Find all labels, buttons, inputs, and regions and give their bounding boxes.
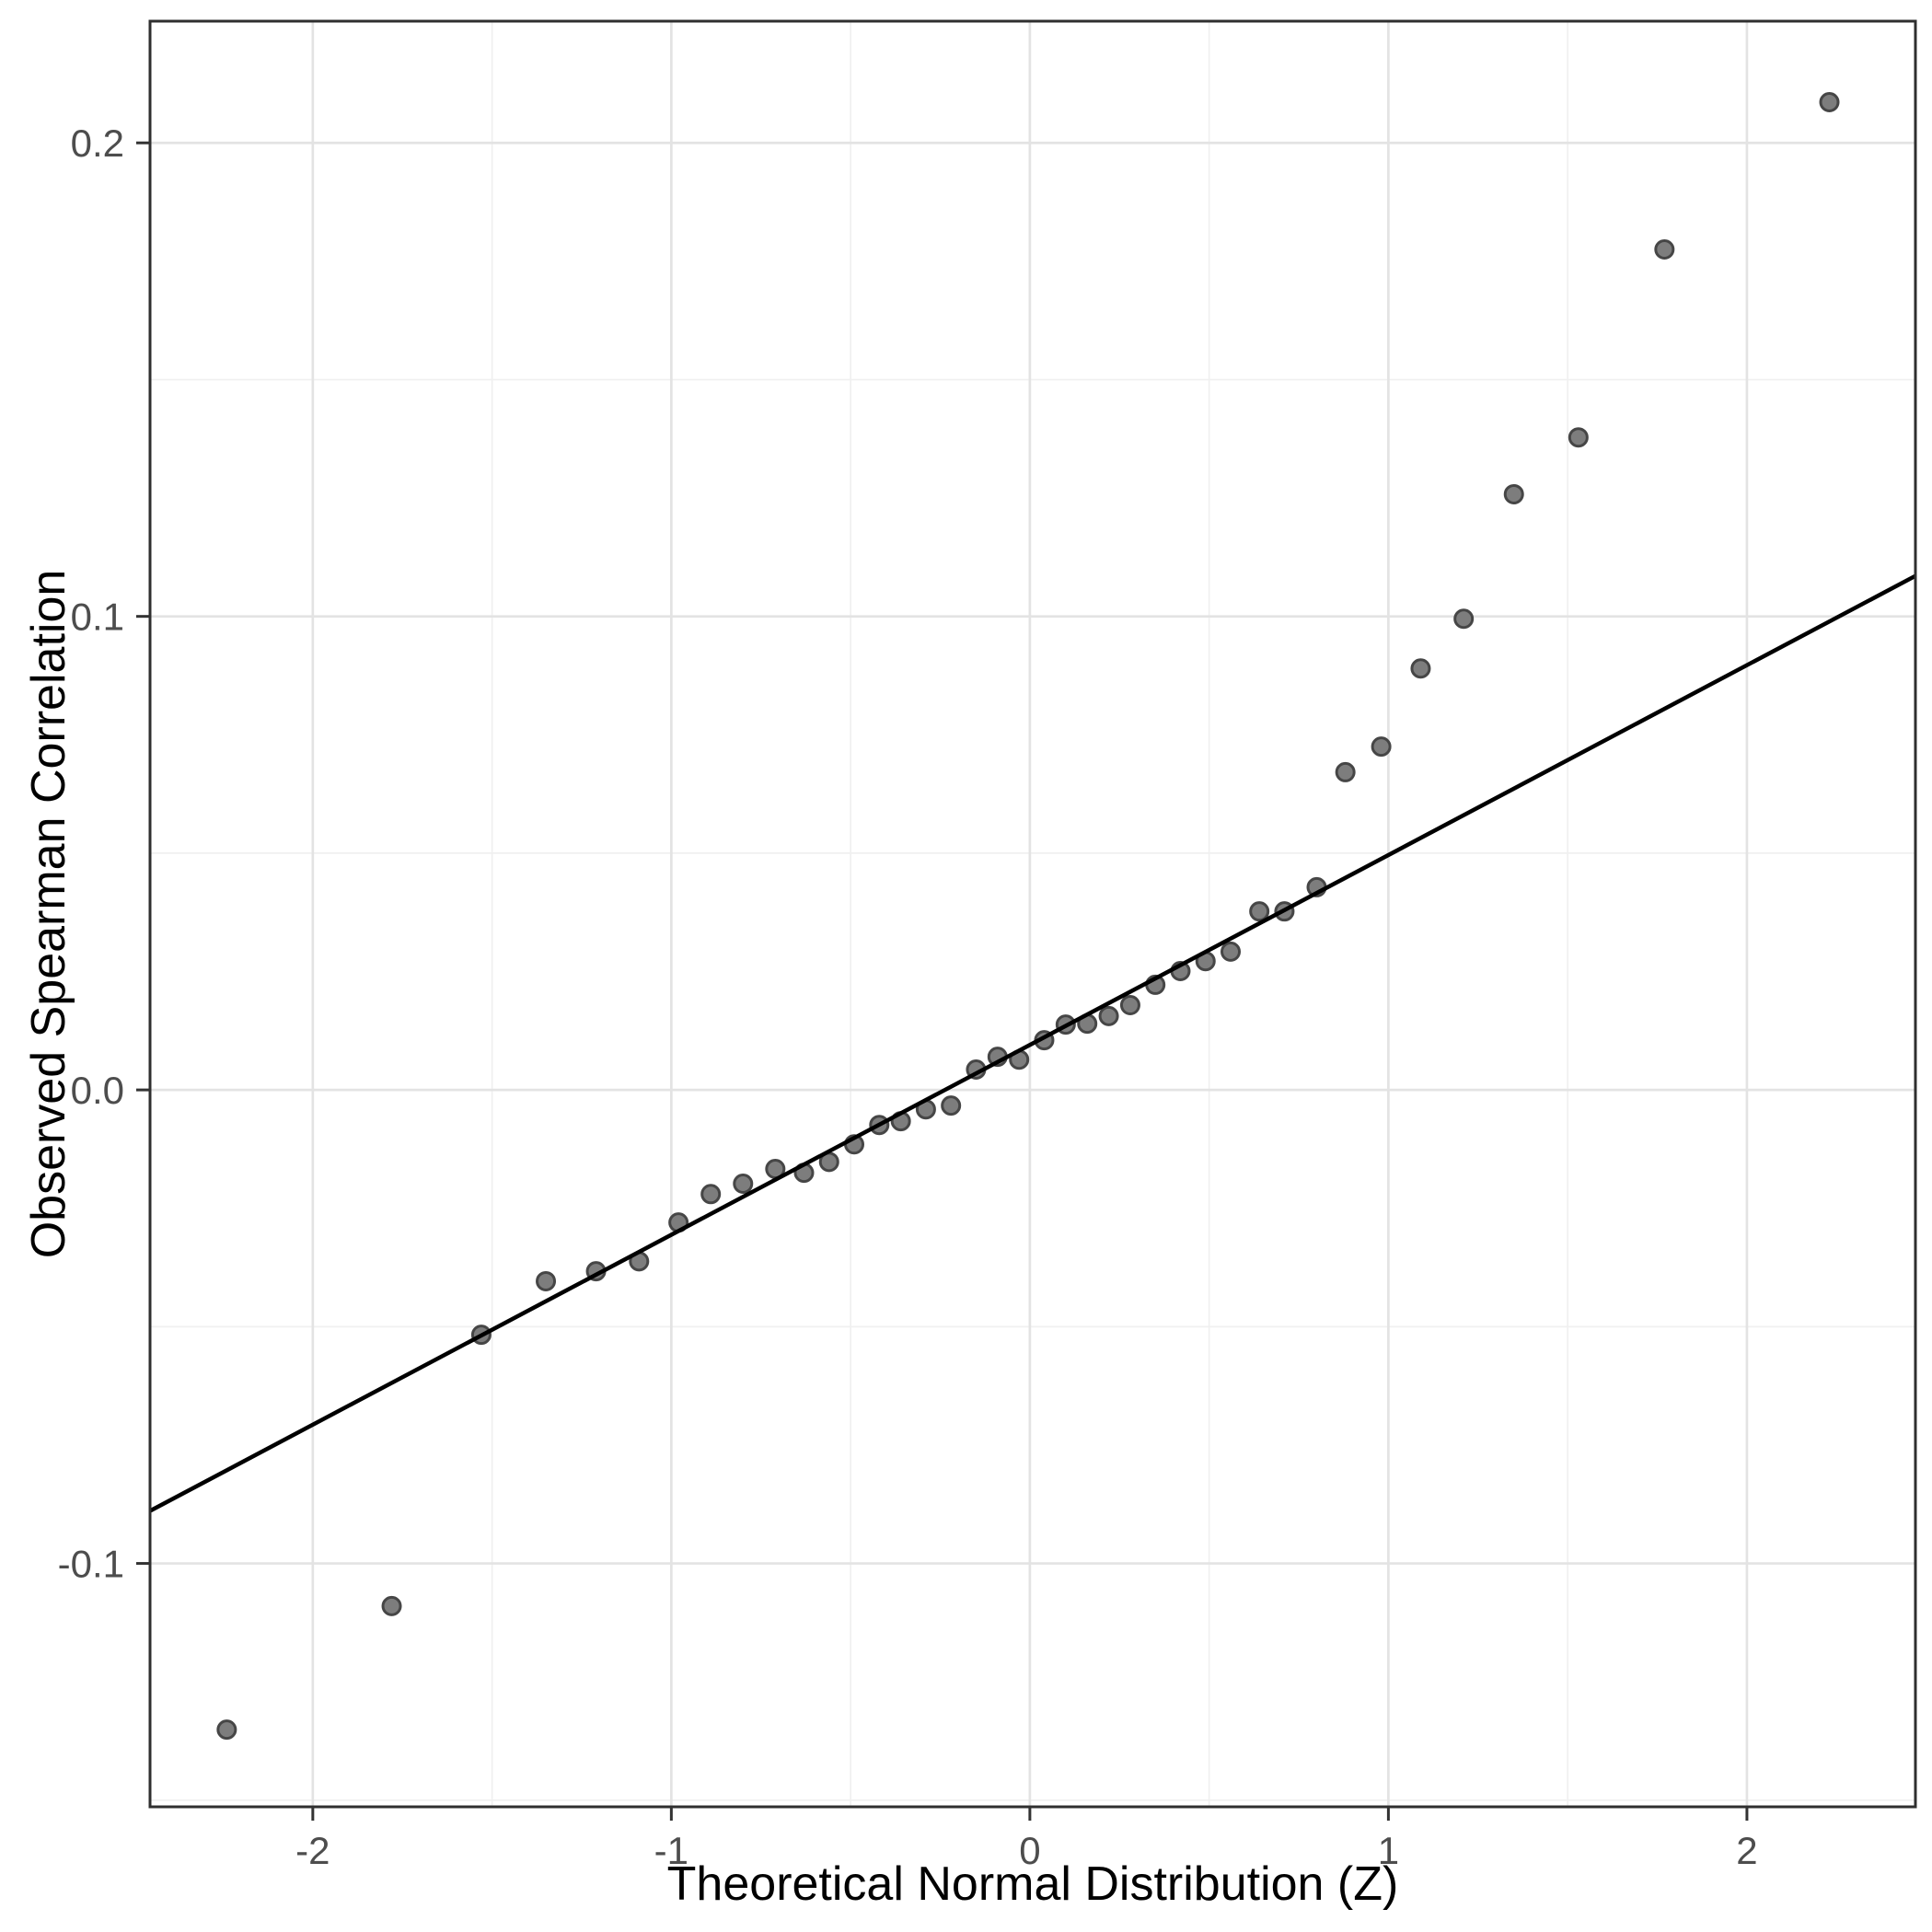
data-point (381, 1595, 402, 1616)
plot-panel-border (148, 19, 1917, 1809)
data-point (1453, 608, 1475, 630)
x-axis-title: Theoretical Normal Distribution (Z) (667, 1857, 1399, 1911)
data-point (1098, 1005, 1119, 1026)
data-point (1221, 941, 1242, 962)
data-point (1503, 483, 1524, 504)
data-point (536, 1270, 557, 1291)
y-tick-label: 0.1 (71, 596, 124, 639)
reference-line-layer (148, 573, 1917, 1513)
data-point (1371, 736, 1392, 758)
data-point (216, 1719, 237, 1741)
major-gridlines-layer (150, 21, 1915, 1807)
axis-tick-marks-layer (136, 141, 1749, 1821)
x-tick-label: 1 (1378, 1829, 1399, 1872)
data-point (1654, 238, 1675, 260)
data-point (1335, 761, 1356, 782)
qq-reference-line (148, 573, 1917, 1513)
y-tick-label: 0.2 (71, 121, 124, 165)
x-tick-label: -1 (654, 1829, 688, 1872)
y-axis-title: Observed Spearman Correlation (22, 570, 75, 1259)
data-point (1568, 427, 1589, 448)
data-point (1819, 91, 1840, 112)
x-tick-label: -2 (295, 1829, 330, 1872)
x-tick-label: 2 (1736, 1829, 1757, 1872)
data-point (700, 1184, 722, 1205)
axis-tick-labels-layer: -2 -1 0 1 2 0.2 0.1 0.0 -0.1 (58, 121, 1758, 1872)
data-point (733, 1173, 754, 1194)
y-tick-label: 0.0 (71, 1069, 124, 1112)
data-point (941, 1095, 962, 1116)
data-point (1249, 901, 1270, 922)
scatter-points-layer (216, 91, 1840, 1741)
y-tick-label: -0.1 (58, 1543, 124, 1586)
data-point (1119, 995, 1140, 1016)
data-point (1410, 658, 1431, 679)
minor-gridlines-layer (150, 21, 1915, 1807)
x-tick-label: 0 (1019, 1829, 1040, 1872)
